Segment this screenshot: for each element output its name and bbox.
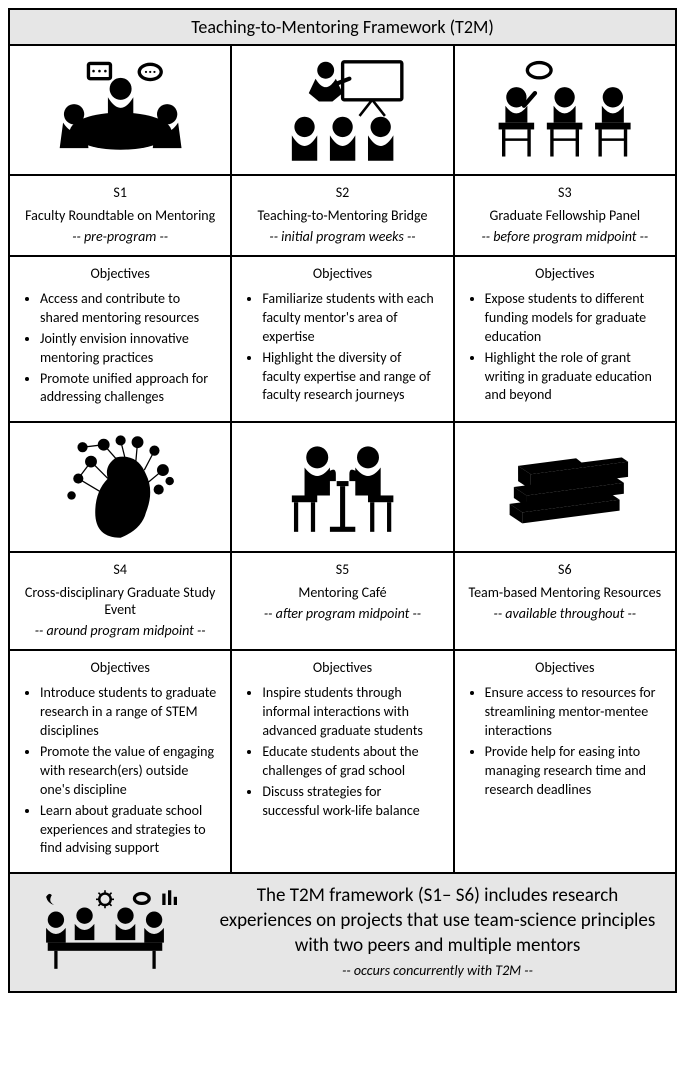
footer-text-block: The T2M framework (S1– S6) includes rese… [200,874,675,990]
objective-item: Learn about graduate school experiences … [40,802,218,859]
books-icon [455,423,675,553]
stage-title: Mentoring Café [242,584,442,601]
framework-table: Teaching-to-Mentoring Framework (T2M) [8,8,677,993]
objectives-s5: Objectives Inspire students through info… [232,651,454,874]
icon-row-1 [10,46,675,176]
label-row-2: S4 Cross-disciplinary Graduate Study Eve… [10,553,675,651]
stage-label-s4: S4 Cross-disciplinary Graduate Study Eve… [10,553,232,651]
stage-title: Cross-disciplinary Graduate Study Event [20,584,220,618]
objective-item: Discuss strategies for successful work-l… [262,783,440,821]
stage-id: S1 [20,184,220,201]
roundtable-icon [10,46,232,176]
stage-id: S6 [465,561,665,578]
objective-item: Promote unified approach for addressing … [40,370,218,408]
stage-title: Team-based Mentoring Resources [465,584,665,601]
icon-row-2 [10,423,675,553]
stage-timing: -- pre-program -- [20,228,220,245]
objectives-header: Objectives [244,265,440,282]
objectives-row-1: Objectives Access and contribute to shar… [10,257,675,423]
objectives-list: Access and contribute to shared mentorin… [22,290,218,407]
objectives-list: Familiarize students with each faculty m… [244,290,440,405]
objective-item: Ensure access to resources for streamlin… [485,684,663,741]
objectives-row-2: Objectives Introduce students to graduat… [10,651,675,874]
objective-item: Familiarize students with each faculty m… [262,290,440,347]
stage-id: S4 [20,561,220,578]
footer-timing: -- occurs concurrently with T2M -- [214,962,661,980]
objectives-header: Objectives [22,265,218,282]
stage-label-s2: S2 Teaching-to-Mentoring Bridge -- initi… [232,176,454,257]
stage-timing: -- around program midpoint -- [20,622,220,639]
stage-title: Graduate Fellowship Panel [465,207,665,224]
brain-icon [10,423,232,553]
objectives-header: Objectives [244,659,440,676]
objectives-s1: Objectives Access and contribute to shar… [10,257,232,423]
panel-icon [455,46,675,176]
stage-timing: -- initial program weeks -- [242,228,442,245]
objectives-header: Objectives [467,265,663,282]
objective-item: Access and contribute to shared mentorin… [40,290,218,328]
objective-item: Inspire students through informal intera… [262,684,440,741]
objectives-list: Inspire students through informal intera… [244,684,440,820]
stage-label-s6: S6 Team-based Mentoring Resources -- ava… [455,553,675,651]
label-row-1: S1 Faculty Roundtable on Mentoring -- pr… [10,176,675,257]
objectives-s4: Objectives Introduce students to graduat… [10,651,232,874]
stage-label-s1: S1 Faculty Roundtable on Mentoring -- pr… [10,176,232,257]
objectives-s2: Objectives Familiarize students with eac… [232,257,454,423]
stage-timing: -- before program midpoint -- [465,228,665,245]
team-icon [10,881,200,983]
objectives-list: Introduce students to graduate research … [22,684,218,858]
objectives-header: Objectives [22,659,218,676]
objectives-list: Expose students to different funding mod… [467,290,663,405]
stage-id: S5 [242,561,442,578]
objectives-header: Objectives [467,659,663,676]
objective-item: Jointly envision innovative mentoring pr… [40,330,218,368]
objective-item: Promote the value of engaging with resea… [40,743,218,800]
cafe-icon [232,423,454,553]
stage-title: Teaching-to-Mentoring Bridge [242,207,442,224]
objective-item: Introduce students to graduate research … [40,684,218,741]
objective-item: Highlight the diversity of faculty exper… [262,349,440,406]
stage-timing: -- after program midpoint -- [242,605,442,622]
stage-id: S2 [242,184,442,201]
framework-title: Teaching-to-Mentoring Framework (T2M) [10,10,675,46]
objectives-s3: Objectives Expose students to different … [455,257,675,423]
objective-item: Educate students about the challenges of… [262,743,440,781]
objective-item: Expose students to different funding mod… [485,290,663,347]
footer-main-text: The T2M framework (S1– S6) includes rese… [214,884,661,958]
objectives-s6: Objectives Ensure access to resources fo… [455,651,675,874]
presenter-icon [232,46,454,176]
objectives-list: Ensure access to resources for streamlin… [467,684,663,799]
stage-label-s5: S5 Mentoring Café -- after program midpo… [232,553,454,651]
stage-timing: -- available throughout -- [465,605,665,622]
stage-label-s3: S3 Graduate Fellowship Panel -- before p… [455,176,675,257]
stage-title: Faculty Roundtable on Mentoring [20,207,220,224]
footer-row: The T2M framework (S1– S6) includes rese… [10,874,675,990]
stage-id: S3 [465,184,665,201]
objective-item: Provide help for easing into managing re… [485,743,663,800]
objective-item: Highlight the role of grant writing in g… [485,349,663,406]
